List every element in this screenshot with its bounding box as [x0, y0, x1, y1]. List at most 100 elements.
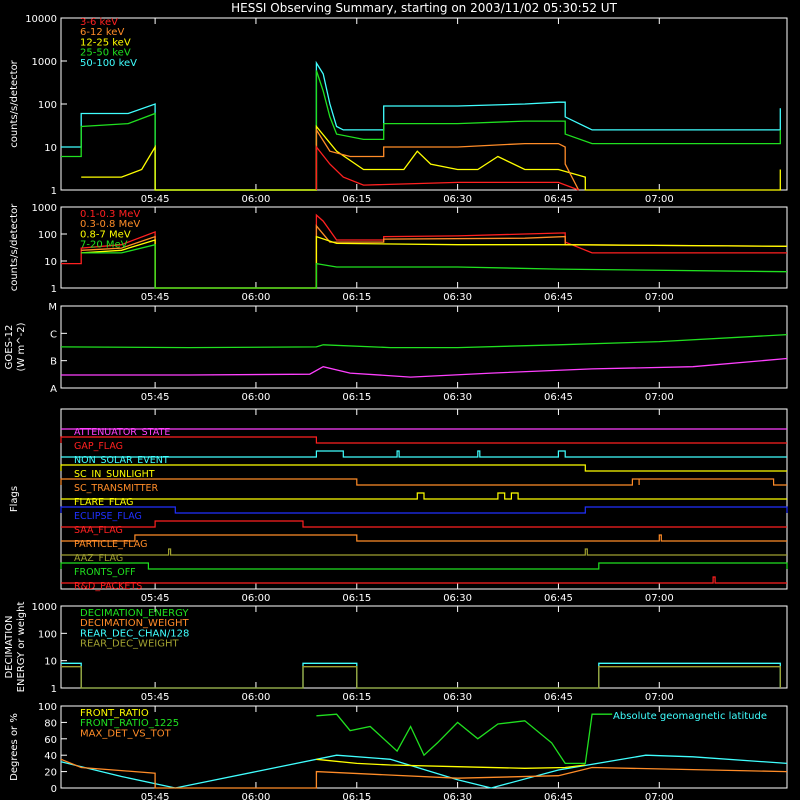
x-tick-label: 06:30 [443, 392, 472, 403]
x-tick-label: 06:00 [242, 392, 271, 403]
series-0-3-0-8-mev [81, 224, 788, 289]
x-tick-label: 06:00 [242, 292, 271, 303]
series-25-50-kev [61, 70, 781, 191]
y-tick-label: 10 [44, 257, 57, 268]
y-tick-label: B [50, 357, 57, 368]
x-tick-label: 06:30 [443, 292, 472, 303]
x-tick-label: 06:45 [544, 792, 573, 800]
legend-entry: 3-6 keV [80, 17, 118, 28]
y-tick-label: 80 [44, 718, 57, 729]
legend-entry: REAR_DEC_WEIGHT [80, 639, 179, 650]
y-tick-label: 100 [38, 702, 57, 713]
x-tick-label: 07:00 [645, 593, 674, 604]
x-tick-label: 05:45 [141, 292, 170, 303]
x-tick-label: 06:00 [242, 692, 271, 703]
x-tick-label: 05:45 [141, 792, 170, 800]
legend-entry: MAX_DET_VS_TOT [80, 728, 172, 739]
x-tick-label: 06:15 [342, 593, 371, 604]
x-tick-label: 05:45 [141, 692, 170, 703]
series-front-ratio-1225 [316, 713, 613, 765]
series-6-12-kev [315, 127, 580, 191]
y-tick-label: 10000 [25, 14, 57, 25]
flag-label: R&D_PACKETS [74, 581, 142, 592]
legend-entry: DECIMATION_WEIGHT [80, 618, 189, 629]
x-tick-label: 07:00 [645, 792, 674, 800]
series-short [61, 357, 788, 378]
flag-trace-flare-flag [61, 492, 787, 500]
legend-entry: 50-100 keV [80, 58, 137, 69]
y-tick-label: 10 [44, 143, 57, 154]
y-axis-label: DECIMATION [4, 615, 15, 678]
legend-entry: 6-12 keV [80, 27, 124, 38]
flag-label: NON_SOLAR_EVENT [74, 455, 169, 466]
flag-trace-saa-flag [61, 520, 787, 528]
legend-entry: REAR_DEC_CHAN/128 [80, 628, 189, 639]
y-axis-label: Degrees or % [9, 713, 20, 781]
flag-trace-fronts-off [60, 562, 788, 570]
legend-entry: DECIMATION_ENERGY [80, 608, 189, 619]
panel-flags: 05:45 06:00 06:15 06:30 06:45 07:00 Flags ATTEN… [9, 408, 788, 604]
flag-label: PARTICLE_FLAG [74, 539, 147, 550]
x-tick-label: 06:15 [342, 392, 371, 403]
flag-label: AAZ_FLAG [74, 553, 123, 564]
y-tick-label: 60 [44, 735, 57, 746]
y-tick-label: 1 [51, 284, 57, 295]
flag-trace-r-d-packets [61, 576, 787, 584]
y-tick-label: 20 [44, 768, 57, 779]
x-tick-label: 06:45 [544, 593, 573, 604]
flag-label: GAP_FLAG [74, 441, 123, 452]
series-3-6-kev [315, 145, 579, 191]
y-tick-label: A [50, 384, 57, 395]
flag-label: FRONTS_OFF [74, 567, 136, 578]
x-tick-label: 06:45 [544, 392, 573, 403]
flag-label: ECLIPSE_FLAG [74, 511, 142, 522]
y-axis-label-2: ENERGY or weight [16, 602, 27, 693]
series-rear-dec-weight [61, 666, 781, 689]
legend-entry: Absolute geomagnetic latitude [613, 711, 767, 722]
x-tick-label: 05:45 [141, 392, 170, 403]
panel-high-energy-rates: 05:45 06:00 06:15 06:30 06:45 07:00 1 10 100 1000… [9, 203, 788, 303]
x-tick-label: 06:45 [544, 692, 573, 703]
legend-entry: 0.3-0.8 MeV [80, 219, 140, 230]
y-tick-label: 100 [38, 629, 57, 640]
y-axis-label: counts/s/detector [9, 203, 20, 291]
legend-entry: 7-20 MeV [80, 240, 128, 251]
flag-label: SC_TRANSMITTER [74, 483, 159, 494]
y-tick-label: C [50, 329, 57, 340]
x-tick-label: 06:30 [443, 593, 472, 604]
y-tick-label: 100 [38, 100, 57, 111]
y-tick-label: 100 [38, 230, 57, 241]
x-tick-label: 05:45 [141, 194, 170, 205]
series-0-8-7-mev [81, 235, 788, 289]
x-tick-label: 06:00 [242, 792, 271, 800]
legend-entry: FRONT_RATIO_1225 [80, 718, 179, 729]
flag-trace-sc-in-sunlight [60, 464, 787, 472]
flag-label: FLARE_FLAG [74, 497, 134, 508]
y-tick-label: 1000 [32, 203, 57, 214]
panel-frame [60, 17, 788, 191]
y-axis-label: Flags [9, 486, 20, 512]
panel-ratios: 05:45 06:00 06:15 06:30 06:45 07:00 0 20 40 60 80 1… [9, 702, 788, 800]
series-front-ratio [316, 758, 586, 769]
x-tick-label: 06:15 [342, 194, 371, 205]
x-tick-label: 05:45 [141, 593, 170, 604]
series-absolute-geomagnetic-latitude [60, 754, 788, 789]
flag-label: SAA_FLAG [74, 525, 123, 536]
panel-decimation: 05:45 06:00 06:15 06:30 06:45 07:00 1 10 100 1000… [4, 602, 788, 703]
y-tick-label: 10 [44, 657, 57, 668]
y-tick-label: M [48, 302, 57, 313]
x-tick-label: 06:15 [342, 692, 371, 703]
panel-goes: 05:45 06:00 06:15 06:30 06:45 07:00 A B C M GOES-1… [4, 302, 788, 403]
x-tick-label: 06:15 [342, 792, 371, 800]
flag-label: SC_IN_SUNLIGHT [74, 469, 155, 480]
panel-frame [60, 206, 788, 289]
x-tick-label: 06:30 [443, 194, 472, 205]
legend-entry: 25-50 keV [80, 48, 131, 59]
x-tick-label: 07:00 [645, 692, 674, 703]
x-tick-label: 06:45 [544, 194, 573, 205]
legend-entry: FRONT_RATIO [80, 708, 149, 719]
series-12-25-kev [81, 124, 781, 191]
series-long [60, 333, 788, 349]
y-axis-label: counts/s/detector [9, 59, 20, 147]
